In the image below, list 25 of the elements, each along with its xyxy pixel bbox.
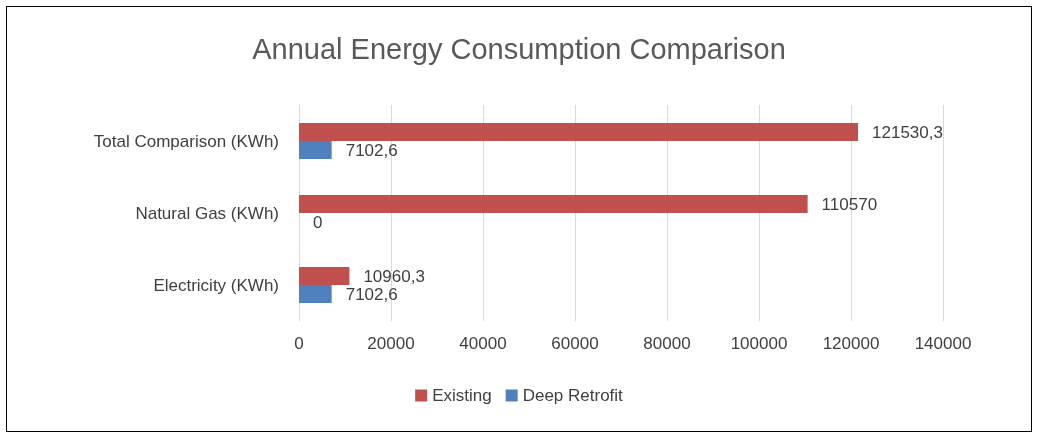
legend-label: Deep Retrofit [522, 386, 624, 405]
data-label: 7102,6 [345, 140, 398, 160]
data-label: 121530,3 [872, 122, 943, 142]
legend-label: Existing [432, 386, 492, 405]
data-label: 110570 [821, 194, 878, 214]
data-label: 7102,6 [345, 284, 398, 304]
x-tick-label: 40000 [459, 334, 507, 353]
x-tick-label: 80000 [643, 334, 691, 353]
x-tick-label: 0 [294, 334, 304, 353]
data-label: 10960,3 [363, 266, 425, 286]
x-tick-label: 140000 [914, 334, 972, 353]
x-tick-label: 120000 [822, 334, 880, 353]
x-tick-label: 60000 [551, 334, 599, 353]
bar [299, 195, 808, 213]
x-tick-label: 100000 [730, 334, 788, 353]
bar [299, 285, 332, 303]
bar [299, 267, 350, 285]
y-tick-label: Electricity (KWh) [153, 275, 279, 295]
chart-title: Annual Energy Consumption Comparison [252, 32, 786, 65]
y-tick-label: Total Comparison (KWh) [93, 131, 279, 151]
data-label: 0 [313, 212, 323, 232]
bar [299, 141, 332, 159]
x-tick-label: 20000 [367, 334, 415, 353]
bar [299, 123, 859, 141]
y-tick-label: Natural Gas (KWh) [135, 203, 279, 223]
